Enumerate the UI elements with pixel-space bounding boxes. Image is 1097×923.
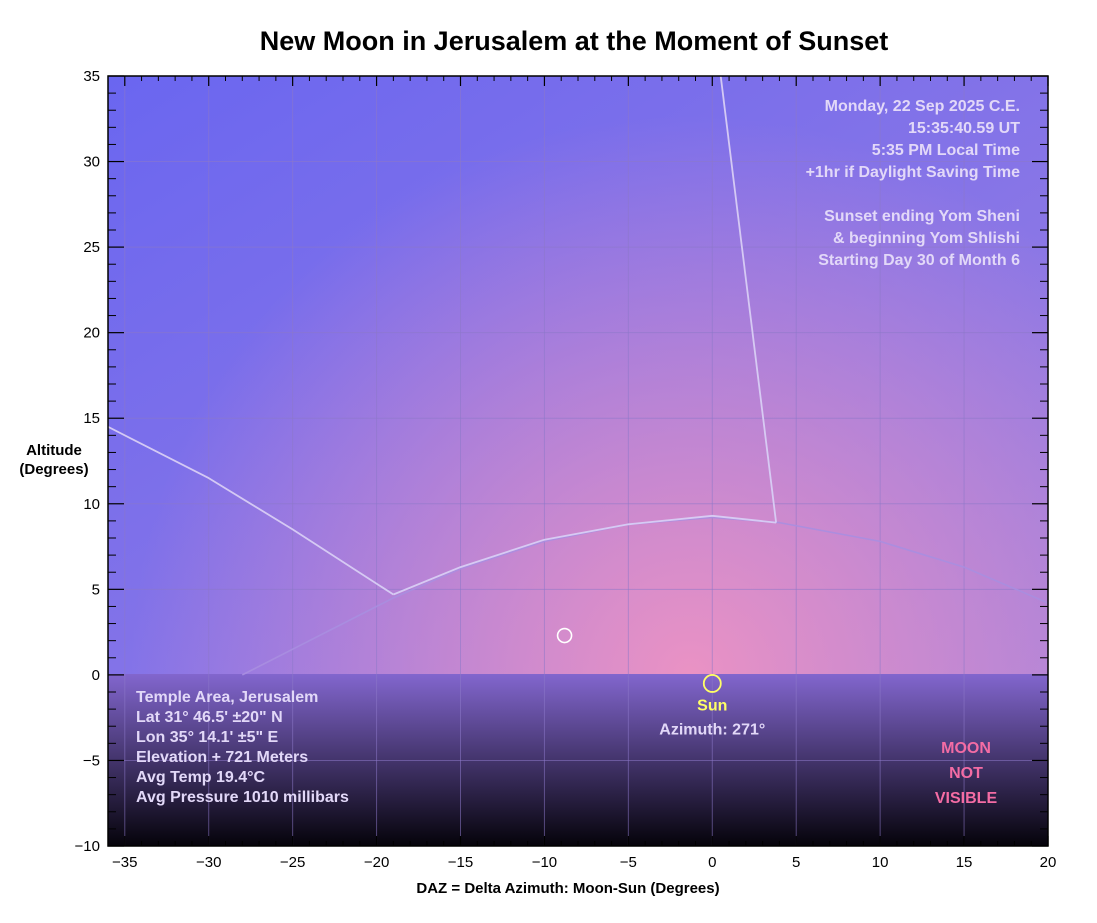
x-tick-label: −35: [112, 854, 137, 871]
date-time-info-line: & beginning Yom Shlishi: [833, 230, 1020, 247]
y-axis-tick-labels: −10 −5 0 5 10 15 20 25 30 35: [75, 68, 100, 855]
date-time-info-line: 15:35:40.59 UT: [908, 120, 1020, 137]
x-tick-label: −15: [448, 854, 473, 871]
sun-label: Sun: [697, 697, 727, 714]
y-tick-label: 0: [92, 667, 100, 684]
y-tick-label: 35: [83, 68, 100, 85]
location-info-line: Avg Temp 19.4°C: [136, 769, 266, 786]
sun-marker: [702, 674, 722, 693]
date-time-info-line: Monday, 22 Sep 2025 C.E.: [825, 98, 1020, 115]
sky-curves: [108, 76, 1048, 676]
visibility-status-line: VISIBLE: [935, 790, 998, 807]
y-tick-label: 20: [83, 325, 100, 342]
azimuth-label: Azimuth: 271°: [659, 721, 765, 738]
location-info-line: Elevation + 721 Meters: [136, 749, 308, 766]
date-time-info: Monday, 22 Sep 2025 C.E. 15:35:40.59 UT 5:…: [806, 98, 1021, 269]
axis-ticks: [107, 75, 1049, 847]
grid-lines: [108, 76, 1048, 846]
x-tick-label: 10: [872, 854, 889, 871]
y-axis-label-line-1: Altitude: [26, 442, 82, 459]
location-info-line: Lat 31° 46.5' ±20" N: [136, 709, 283, 726]
celestial-markers: Sun Azimuth: 271°: [556, 627, 765, 738]
moon-marker: [556, 627, 573, 644]
x-tick-label: 5: [792, 854, 800, 871]
curve-boundary-right: [719, 76, 777, 523]
x-axis-tick-labels: −35 −30 −25 −20 −15 −10 −5 0 5 10 15 20: [112, 854, 1056, 871]
y-tick-label: −5: [83, 752, 100, 769]
date-time-info-line: Sunset ending Yom Sheni: [824, 208, 1020, 225]
y-tick-label: 25: [83, 239, 100, 256]
visibility-status-line: NOT: [949, 765, 983, 782]
x-tick-label: −25: [280, 854, 305, 871]
location-info: Temple Area, Jerusalem Lat 31° 46.5' ±20"…: [136, 689, 349, 806]
y-tick-label: 15: [83, 410, 100, 427]
x-tick-label: 15: [956, 854, 973, 871]
location-info-line: Lon 35° 14.1' ±5" E: [136, 729, 279, 746]
y-tick-label: 30: [83, 154, 100, 171]
x-tick-label: 0: [708, 854, 716, 871]
x-tick-label: 20: [1040, 854, 1057, 871]
y-axis-label-line-2: (Degrees): [19, 461, 88, 478]
x-tick-label: −30: [196, 854, 221, 871]
sky-glow: [108, 76, 1048, 674]
date-time-info-line: Starting Day 30 of Month 6: [818, 252, 1020, 269]
y-tick-label: −10: [75, 838, 100, 855]
visibility-status: MOON NOT VISIBLE: [935, 740, 998, 807]
date-time-info-line: +1hr if Daylight Saving Time: [806, 164, 1021, 181]
curve-boundary-left: [108, 425, 394, 596]
date-time-info-line: 5:35 PM Local Time: [872, 142, 1020, 159]
chart-title: New Moon in Jerusalem at the Moment of S…: [260, 26, 889, 56]
plot-area: Sun Azimuth: 271° Monday, 22 Sep 2025 C.E…: [107, 75, 1049, 847]
y-tick-label: 10: [83, 496, 100, 513]
location-info-line: Avg Pressure 1010 millibars: [136, 789, 349, 806]
visibility-status-line: MOON: [941, 740, 991, 757]
location-info-line: Temple Area, Jerusalem: [136, 689, 318, 706]
x-tick-label: −20: [364, 854, 389, 871]
curve-bright-arc: [393, 514, 777, 596]
x-tick-label: −10: [532, 854, 557, 871]
y-tick-label: 5: [92, 581, 100, 598]
x-tick-label: −5: [620, 854, 637, 871]
x-axis-label: DAZ = Delta Azimuth: Moon-Sun (Degrees): [416, 880, 719, 897]
